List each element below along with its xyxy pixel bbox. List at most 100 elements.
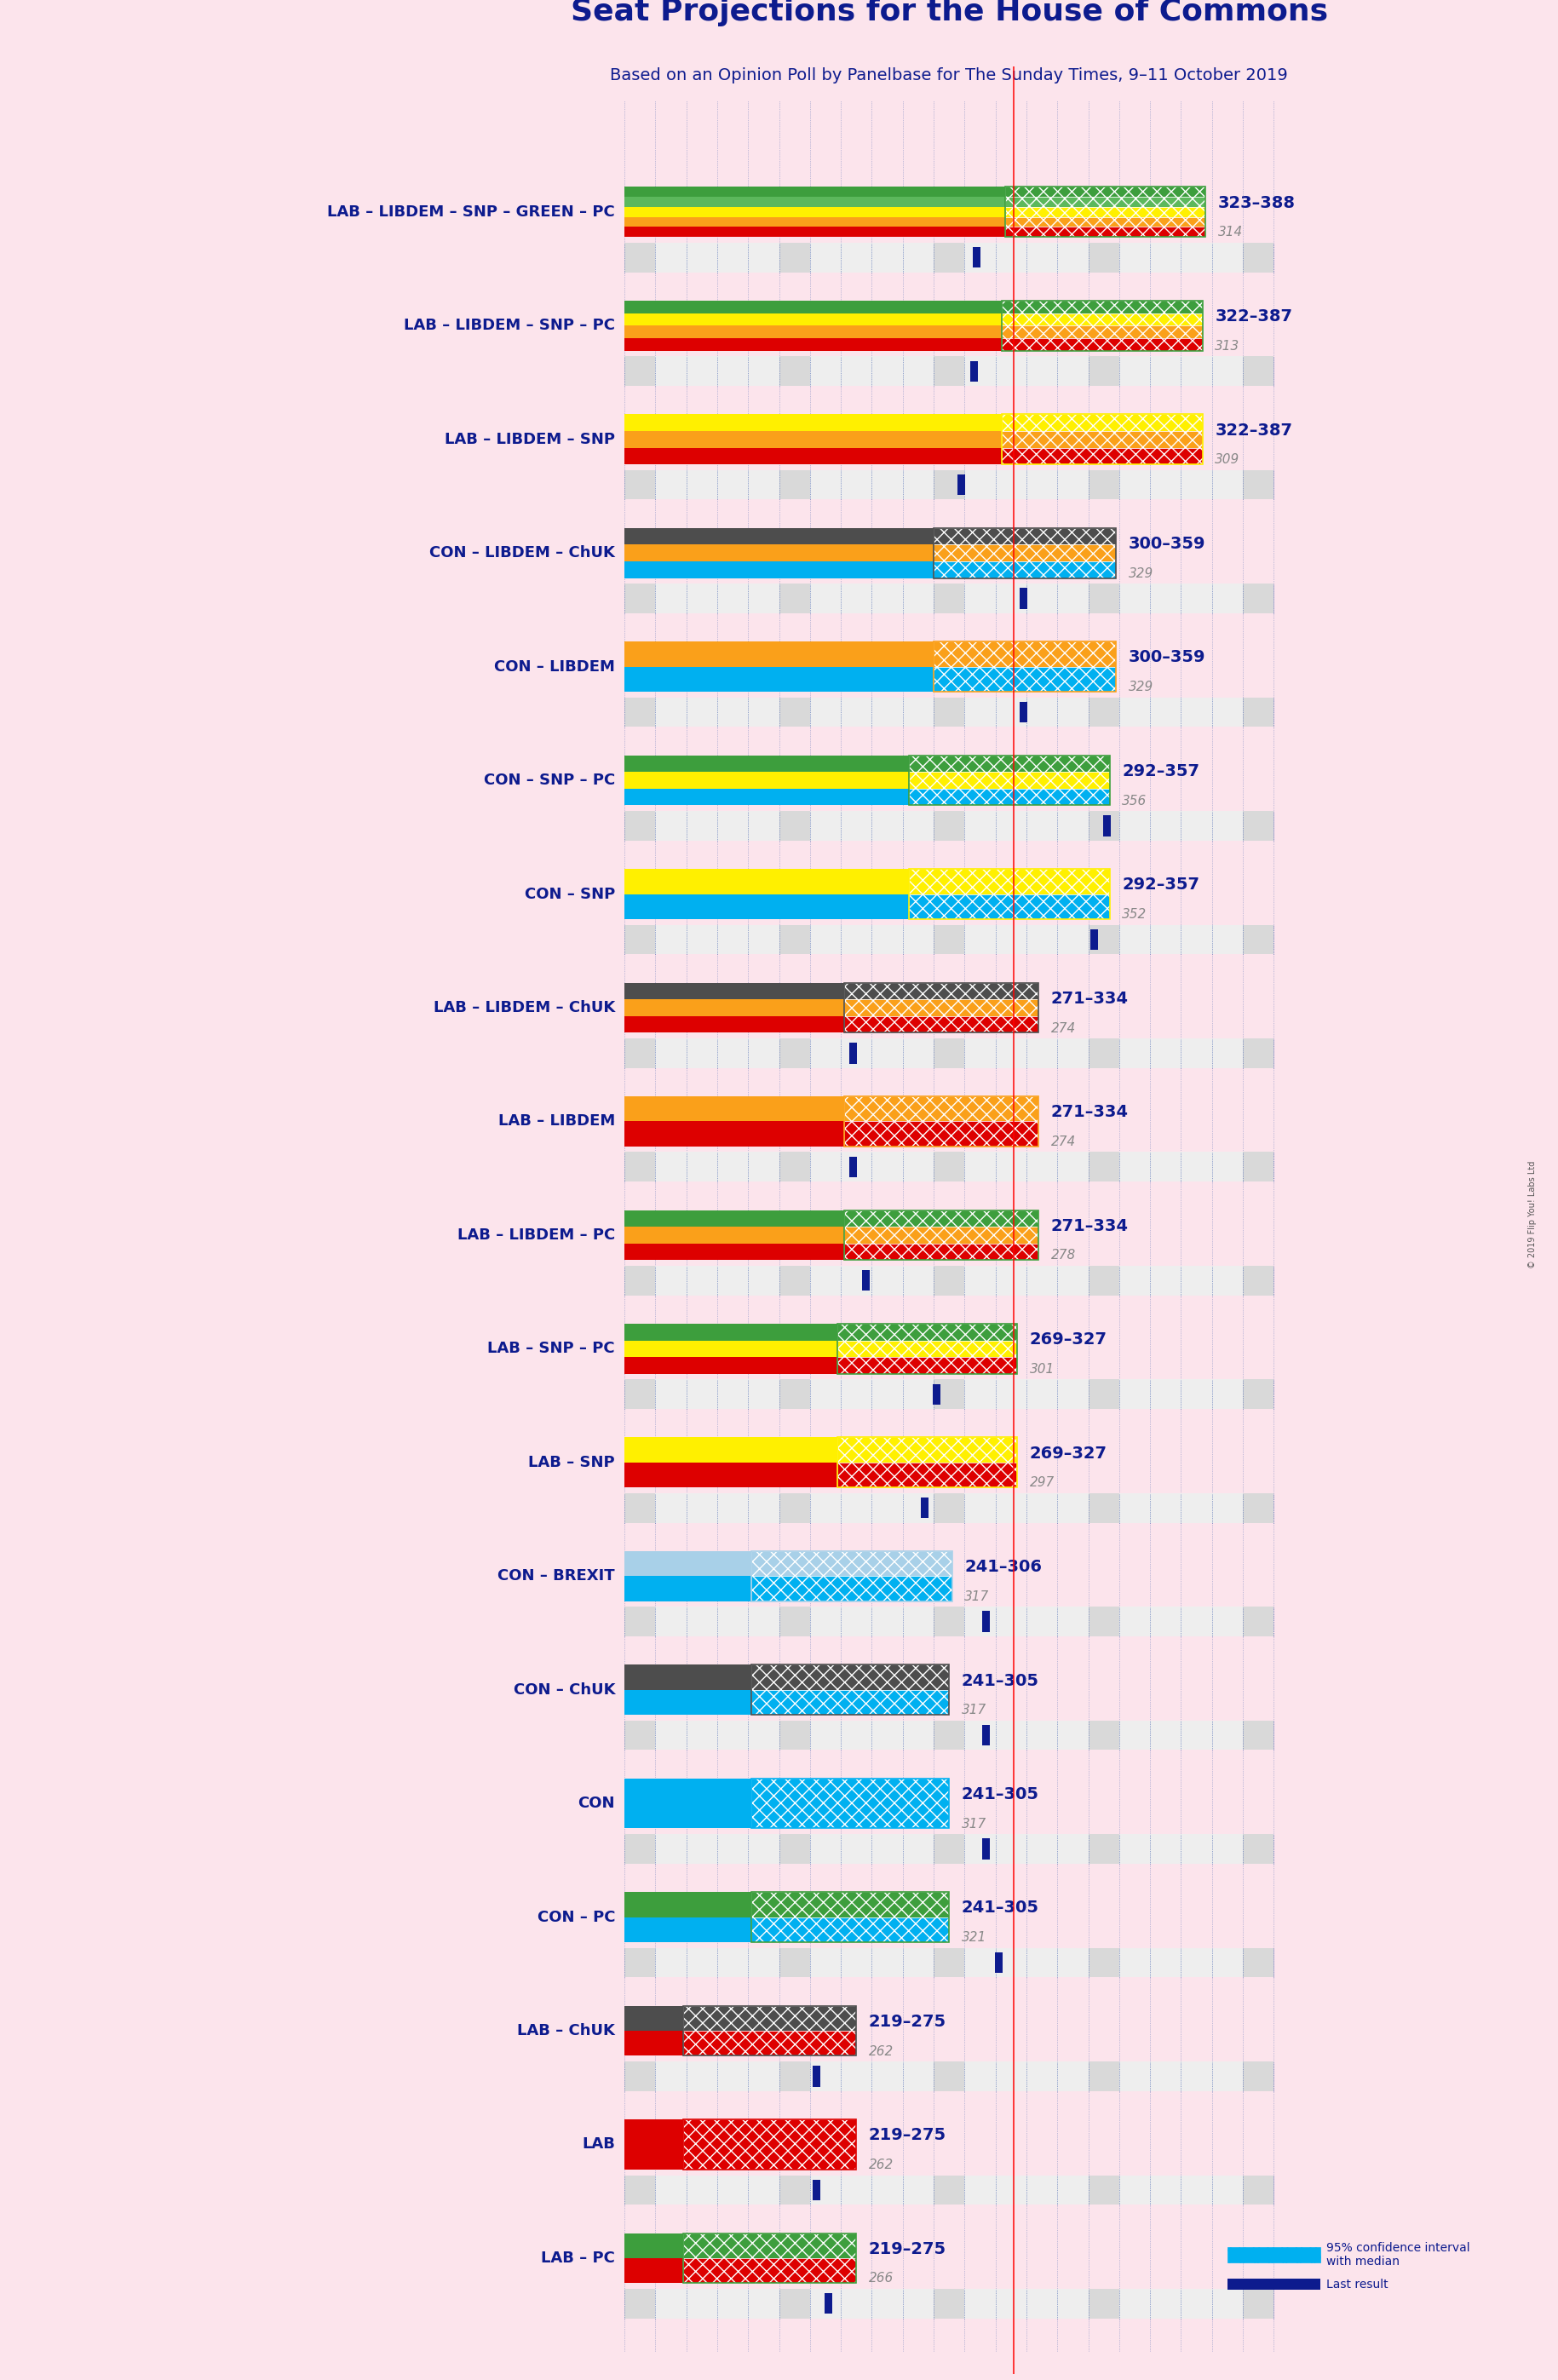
Bar bbox=[751, 1664, 949, 1690]
Bar bbox=[625, 1721, 1274, 1749]
Bar bbox=[625, 697, 1274, 726]
Text: 262: 262 bbox=[869, 2044, 894, 2059]
Text: CON – LIBDEM: CON – LIBDEM bbox=[494, 659, 615, 674]
Bar bbox=[983, 1840, 989, 1859]
Bar bbox=[682, 2121, 857, 2171]
Bar bbox=[751, 1576, 952, 1602]
Bar bbox=[625, 1892, 751, 1918]
Bar bbox=[1087, 1606, 1119, 1637]
Bar bbox=[1019, 588, 1027, 609]
Bar bbox=[1087, 243, 1119, 271]
Text: 309: 309 bbox=[1215, 455, 1240, 466]
Bar bbox=[933, 2290, 964, 2318]
Bar bbox=[625, 414, 1002, 431]
Bar bbox=[1243, 243, 1274, 271]
Bar bbox=[1228, 2247, 1320, 2263]
Text: 300–359: 300–359 bbox=[1128, 536, 1206, 552]
Text: LAB – LIBDEM – SNP – GREEN – PC: LAB – LIBDEM – SNP – GREEN – PC bbox=[327, 205, 615, 219]
Text: 269–327: 269–327 bbox=[1030, 1445, 1108, 1461]
Bar bbox=[625, 562, 933, 578]
Bar bbox=[682, 2006, 857, 2030]
Bar bbox=[983, 1611, 989, 1633]
Bar bbox=[779, 1380, 810, 1409]
Text: LAB – SNP – PC: LAB – SNP – PC bbox=[488, 1340, 615, 1357]
Bar bbox=[849, 1042, 857, 1064]
Text: 322–387: 322–387 bbox=[1215, 309, 1293, 324]
Bar bbox=[1243, 1947, 1274, 1978]
Bar bbox=[838, 1461, 1017, 1488]
Bar bbox=[625, 895, 908, 919]
Bar bbox=[1087, 1835, 1119, 1864]
Bar bbox=[751, 1576, 952, 1602]
Bar bbox=[625, 1835, 1274, 1864]
Bar bbox=[1087, 2290, 1119, 2318]
Text: © 2019 Flip You! Labs Ltd: © 2019 Flip You! Labs Ltd bbox=[1528, 1161, 1536, 1269]
Bar bbox=[625, 1266, 1274, 1295]
Bar bbox=[1005, 207, 1206, 217]
Bar bbox=[838, 1357, 1017, 1373]
Bar bbox=[625, 1835, 656, 1864]
Bar bbox=[1005, 188, 1206, 198]
Bar bbox=[751, 1552, 952, 1576]
Text: 322–387: 322–387 bbox=[1215, 421, 1293, 438]
Bar bbox=[824, 2294, 832, 2313]
Bar bbox=[625, 1266, 656, 1295]
Bar bbox=[933, 1835, 964, 1864]
Bar bbox=[908, 771, 1109, 788]
Bar bbox=[933, 2175, 964, 2204]
Bar bbox=[1005, 207, 1206, 217]
Bar bbox=[933, 1038, 964, 1069]
Bar bbox=[1243, 926, 1274, 954]
Bar bbox=[1243, 1721, 1274, 1749]
Bar bbox=[1243, 2290, 1274, 2318]
Bar bbox=[625, 1690, 751, 1714]
Bar bbox=[1243, 1606, 1274, 1637]
Bar bbox=[682, 2121, 857, 2171]
Bar bbox=[838, 1461, 1017, 1488]
Bar bbox=[1002, 338, 1203, 350]
Bar bbox=[838, 1438, 1017, 1488]
Bar bbox=[625, 1209, 844, 1226]
Bar bbox=[1243, 469, 1274, 500]
Bar bbox=[625, 1152, 656, 1180]
Bar bbox=[908, 788, 1109, 804]
Bar bbox=[779, 469, 810, 500]
Bar bbox=[1002, 314, 1203, 326]
Bar bbox=[844, 1097, 1039, 1121]
Bar bbox=[779, 1606, 810, 1637]
Text: CON: CON bbox=[578, 1797, 615, 1811]
Bar bbox=[625, 198, 1005, 207]
Bar bbox=[751, 1664, 949, 1714]
Bar bbox=[1087, 1038, 1119, 1069]
Text: 219–275: 219–275 bbox=[869, 2242, 946, 2256]
Bar bbox=[1243, 583, 1274, 614]
Bar bbox=[625, 788, 908, 804]
Bar bbox=[625, 338, 1002, 350]
Bar bbox=[844, 1209, 1039, 1259]
Bar bbox=[779, 812, 810, 840]
Bar bbox=[844, 1226, 1039, 1242]
Bar bbox=[625, 1097, 844, 1121]
Bar bbox=[908, 869, 1109, 895]
Bar bbox=[921, 1497, 929, 1518]
Text: Last result: Last result bbox=[1326, 2278, 1388, 2290]
Bar bbox=[933, 643, 1116, 666]
Bar bbox=[1005, 198, 1206, 207]
Bar bbox=[751, 1778, 949, 1828]
Bar bbox=[933, 812, 964, 840]
Bar bbox=[958, 474, 966, 495]
Text: 262: 262 bbox=[869, 2159, 894, 2171]
Bar bbox=[1243, 1266, 1274, 1295]
Bar bbox=[625, 1016, 844, 1033]
Bar bbox=[625, 1340, 838, 1357]
Bar bbox=[1103, 816, 1111, 835]
Bar bbox=[844, 1226, 1039, 1242]
Bar bbox=[812, 2066, 820, 2087]
Text: LAB – LIBDEM – PC: LAB – LIBDEM – PC bbox=[458, 1228, 615, 1242]
Bar bbox=[844, 1000, 1039, 1016]
Bar bbox=[625, 1038, 1274, 1069]
Text: 241–306: 241–306 bbox=[964, 1559, 1042, 1576]
Bar bbox=[625, 1606, 1274, 1637]
Bar bbox=[625, 2061, 1274, 2092]
Bar bbox=[1002, 326, 1203, 338]
